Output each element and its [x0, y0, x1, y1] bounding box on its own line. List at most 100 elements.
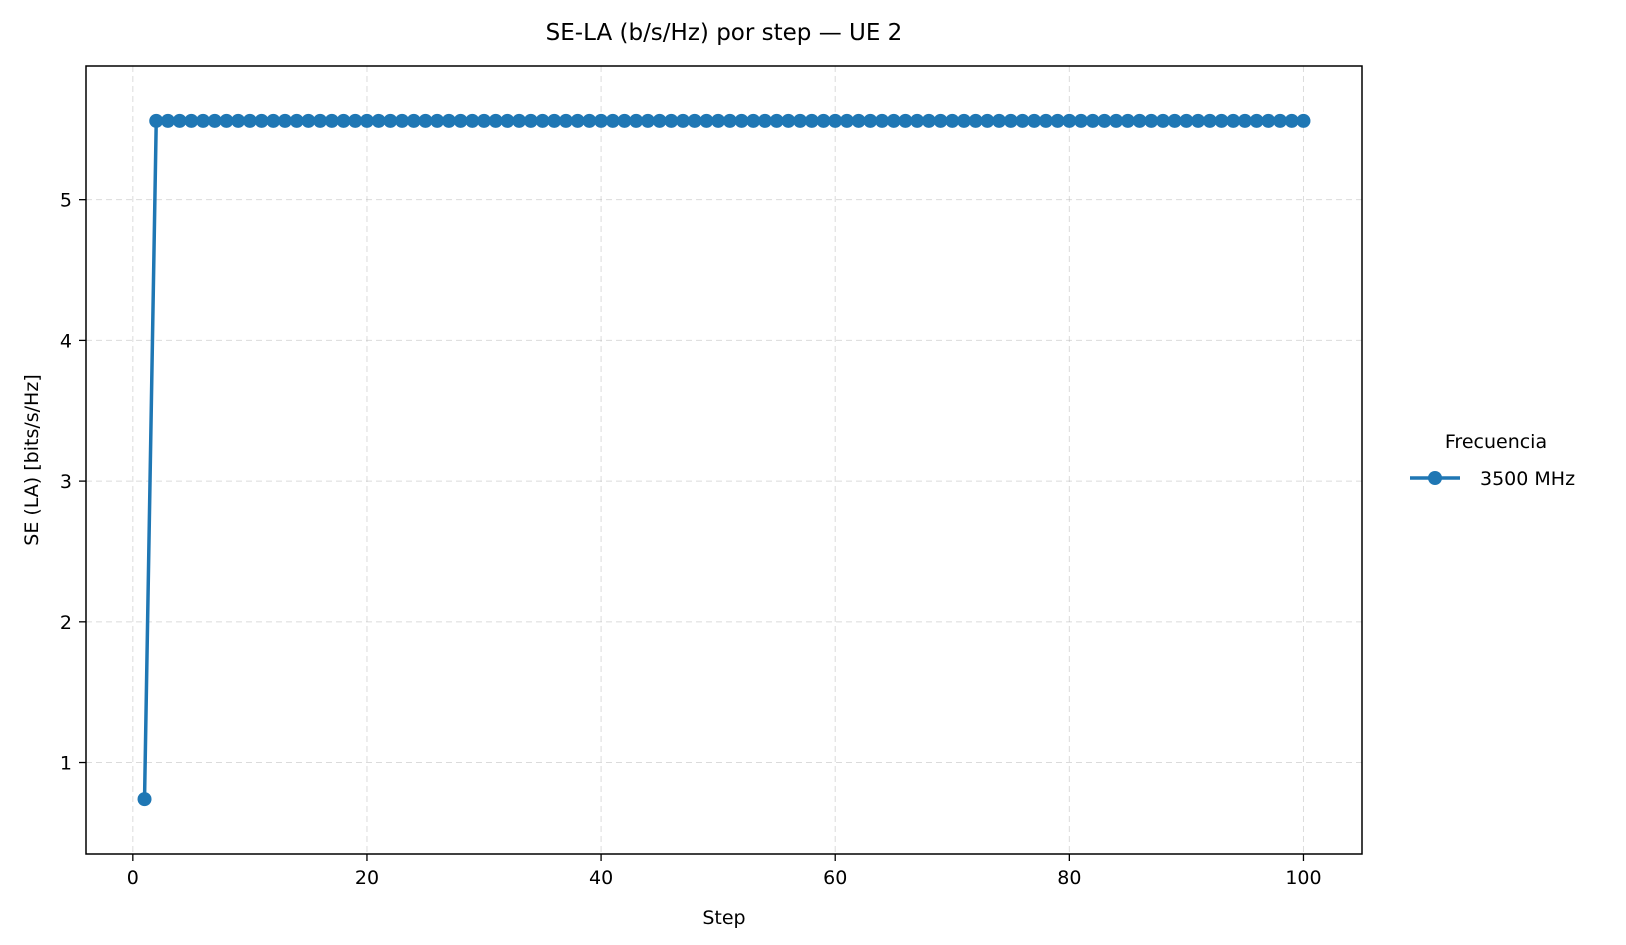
plot-frame [85, 65, 1363, 855]
data-point [1226, 113, 1241, 128]
y-axis-label: SE (LA) [bits/s/Hz] [21, 374, 43, 545]
x-tick-label: 60 [823, 867, 847, 889]
legend: Frecuencia 3500 MHz [1410, 431, 1575, 490]
data-point [793, 113, 808, 128]
data-point [465, 113, 480, 128]
x-tick-label: 0 [127, 867, 139, 889]
y-tick-label: 5 [60, 190, 72, 212]
data-point [488, 113, 503, 128]
data-point [371, 113, 386, 128]
series-line-group [142, 119, 1304, 800]
x-ticks: 0 20 40 60 80 100 [127, 854, 1322, 889]
data-point [1273, 113, 1288, 128]
data-point [1003, 113, 1018, 128]
data-point [441, 113, 456, 128]
data-point [1097, 113, 1112, 128]
data-point [383, 113, 398, 128]
data-point [324, 113, 339, 128]
y-tick-label: 3 [60, 471, 72, 493]
x-axis-label: Step [702, 907, 745, 929]
data-point [453, 113, 468, 128]
legend-title: Frecuencia [1445, 431, 1547, 453]
data-point [547, 113, 562, 128]
data-point [535, 113, 550, 128]
data-point [160, 113, 175, 128]
data-point [605, 113, 620, 128]
data-point [172, 113, 187, 128]
data-point [992, 113, 1007, 128]
data-point [1167, 113, 1182, 128]
data-point [1132, 113, 1147, 128]
legend-marker [1428, 471, 1442, 485]
data-point [1144, 113, 1159, 128]
data-point [242, 113, 257, 128]
x-tick-label: 40 [589, 867, 613, 889]
data-point [406, 113, 421, 128]
data-point [570, 113, 585, 128]
data-point [769, 113, 784, 128]
data-point [968, 113, 983, 128]
data-point [980, 113, 995, 128]
data-point [1237, 113, 1252, 128]
data-point [289, 113, 304, 128]
data-point [359, 113, 374, 128]
data-point [828, 113, 843, 128]
data-point [582, 113, 597, 128]
y-tick-label: 2 [60, 612, 72, 634]
data-point [933, 113, 948, 128]
data-point [816, 113, 831, 128]
data-point [617, 113, 632, 128]
data-point [945, 113, 960, 128]
data-point [1214, 113, 1229, 128]
data-point [1038, 113, 1053, 128]
data-point [711, 113, 726, 128]
data-point [1155, 113, 1170, 128]
data-point [594, 113, 609, 128]
data-point [640, 113, 655, 128]
data-point [1015, 113, 1030, 128]
y-ticks: 1 2 3 4 5 [60, 190, 86, 775]
data-point [1120, 113, 1135, 128]
data-point [956, 113, 971, 128]
data-point [266, 113, 281, 128]
data-point [137, 792, 152, 807]
data-point [500, 113, 515, 128]
data-point [629, 113, 644, 128]
x-tick-label: 20 [355, 867, 379, 889]
series-line [142, 119, 1304, 800]
data-point [746, 113, 761, 128]
data-point [231, 113, 246, 128]
data-point [348, 113, 363, 128]
chart-title: SE-LA (b/s/Hz) por step — UE 2 [546, 20, 903, 46]
data-point [254, 113, 269, 128]
data-point [149, 113, 164, 128]
data-point [921, 113, 936, 128]
data-point [1261, 113, 1276, 128]
data-point [781, 113, 796, 128]
data-point [676, 113, 691, 128]
data-point [1085, 113, 1100, 128]
data-point [1109, 113, 1124, 128]
data-point [898, 113, 913, 128]
data-point [875, 113, 890, 128]
data-point [722, 113, 737, 128]
data-point [301, 113, 316, 128]
data-point [1249, 113, 1264, 128]
data-point [477, 113, 492, 128]
data-point [839, 113, 854, 128]
data-point [664, 113, 679, 128]
data-point [699, 113, 714, 128]
data-point [652, 113, 667, 128]
data-point [1296, 113, 1311, 128]
data-point [1202, 113, 1217, 128]
data-point [196, 113, 211, 128]
data-point [863, 113, 878, 128]
data-point [1062, 113, 1077, 128]
data-point [512, 113, 527, 128]
data-point [395, 113, 410, 128]
data-point [558, 113, 573, 128]
x-tick-label: 80 [1057, 867, 1081, 889]
x-tick-label: 100 [1285, 867, 1321, 889]
data-point [336, 113, 351, 128]
